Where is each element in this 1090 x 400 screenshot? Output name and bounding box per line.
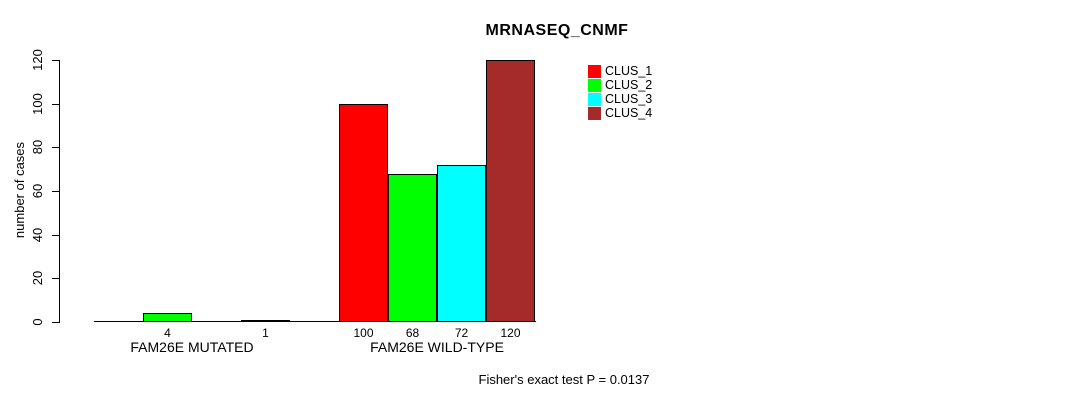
y-tick <box>52 104 59 105</box>
legend-label: CLUS_4 <box>605 106 653 120</box>
legend-swatch-icon <box>588 92 601 106</box>
y-tick <box>52 191 59 192</box>
group-label: FAM26E MUTATED <box>130 339 254 355</box>
y-tick-label: 60 <box>30 183 45 199</box>
legend-item-clus_2: CLUS_2 <box>588 78 652 92</box>
y-tick <box>52 278 59 279</box>
bar-clus_4 <box>241 320 290 322</box>
bar-clus_2 <box>143 313 192 322</box>
y-tick <box>52 235 59 236</box>
annotation-pvalue: Fisher's exact test P = 0.0137 <box>478 372 650 387</box>
y-axis-line <box>59 60 60 323</box>
bar-value-label: 100 <box>353 326 374 340</box>
y-tick-label: 80 <box>30 139 45 155</box>
bar-clus_4 <box>486 60 535 322</box>
legend-item-clus_4: CLUS_4 <box>588 106 652 120</box>
bar-clus_3 <box>437 165 486 322</box>
bar-value-label: 4 <box>164 326 171 340</box>
y-tick <box>52 322 59 323</box>
legend-label: CLUS_1 <box>605 64 653 78</box>
y-tick <box>52 60 59 61</box>
legend-swatch-icon <box>588 106 601 120</box>
y-tick-label: 100 <box>30 93 45 115</box>
y-tick <box>52 147 59 148</box>
bar-value-label: 1 <box>262 326 269 340</box>
legend-swatch-icon <box>588 78 601 92</box>
legend: CLUS_1 CLUS_2 CLUS_3 CLUS_4 <box>588 64 652 120</box>
group-label: FAM26E WILD-TYPE <box>370 339 504 355</box>
y-tick-label: 0 <box>30 318 45 326</box>
legend-item-clus_1: CLUS_1 <box>588 64 652 78</box>
bar-value-label: 68 <box>405 326 420 340</box>
y-tick-label: 120 <box>30 49 45 71</box>
legend-swatch-icon <box>588 64 601 78</box>
legend-label: CLUS_2 <box>605 78 653 92</box>
y-tick-label: 40 <box>30 227 45 243</box>
y-axis-label: number of cases <box>12 141 27 239</box>
bar-clus_2 <box>388 174 437 322</box>
y-tick-label: 20 <box>30 270 45 286</box>
x-axis-line <box>94 321 536 322</box>
bar-clus_1 <box>339 104 388 322</box>
bar-value-label: 72 <box>454 326 469 340</box>
legend-label: CLUS_3 <box>605 92 653 106</box>
bar-value-label: 120 <box>500 326 521 340</box>
chart-title: MRNASEQ_CNMF <box>485 22 629 39</box>
legend-item-clus_3: CLUS_3 <box>588 92 652 106</box>
